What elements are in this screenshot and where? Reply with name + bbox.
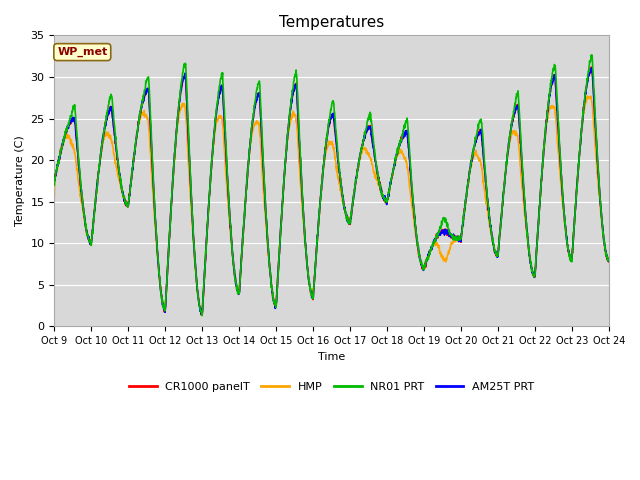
AM25T PRT (51, 178, 58, 184)
NR01 PRT (572, 204, 579, 210)
HMP (572, 204, 579, 209)
CR1000 panelT (348, 205, 356, 211)
CR1000 panelT (493, 253, 500, 259)
NR01 PRT (360, 136, 367, 142)
NR01 PRT (556, 151, 564, 157)
Y-axis label: Temperature (C): Temperature (C) (15, 135, 25, 226)
X-axis label: Time: Time (318, 352, 345, 362)
HMP (556, 170, 564, 176)
Title: Temperatures: Temperatures (279, 15, 384, 30)
CR1000 panelT (556, 154, 564, 160)
AM25T PRT (588, 65, 596, 71)
AM25T PRT (360, 137, 367, 143)
NR01 PRT (348, 208, 356, 214)
Line: CR1000 panelT: CR1000 panelT (54, 67, 609, 315)
NR01 PRT (205, 194, 213, 200)
HMP (197, 310, 205, 316)
AM25T PRT (205, 192, 213, 198)
AM25T PRT (605, 257, 612, 263)
NR01 PRT (588, 52, 596, 58)
CR1000 panelT (51, 178, 58, 184)
HMP (360, 145, 367, 151)
Line: HMP: HMP (54, 96, 609, 313)
HMP (348, 209, 356, 215)
Line: NR01 PRT: NR01 PRT (54, 55, 609, 316)
HMP (51, 195, 58, 201)
HMP (493, 252, 500, 258)
CR1000 panelT (572, 205, 579, 211)
CR1000 panelT (588, 64, 595, 70)
NR01 PRT (605, 255, 612, 261)
AM25T PRT (198, 312, 205, 317)
Text: WP_met: WP_met (57, 47, 108, 57)
Legend: CR1000 panelT, HMP, NR01 PRT, AM25T PRT: CR1000 panelT, HMP, NR01 PRT, AM25T PRT (124, 378, 539, 396)
HMP (205, 194, 213, 200)
AM25T PRT (572, 206, 579, 212)
AM25T PRT (556, 154, 564, 160)
NR01 PRT (51, 182, 58, 188)
Line: AM25T PRT: AM25T PRT (54, 68, 609, 314)
CR1000 panelT (605, 259, 612, 264)
CR1000 panelT (197, 312, 205, 318)
HMP (587, 93, 595, 99)
NR01 PRT (198, 313, 206, 319)
CR1000 panelT (205, 194, 213, 200)
CR1000 panelT (360, 138, 367, 144)
NR01 PRT (493, 253, 500, 259)
AM25T PRT (348, 207, 356, 213)
AM25T PRT (493, 252, 500, 258)
HMP (605, 256, 612, 262)
